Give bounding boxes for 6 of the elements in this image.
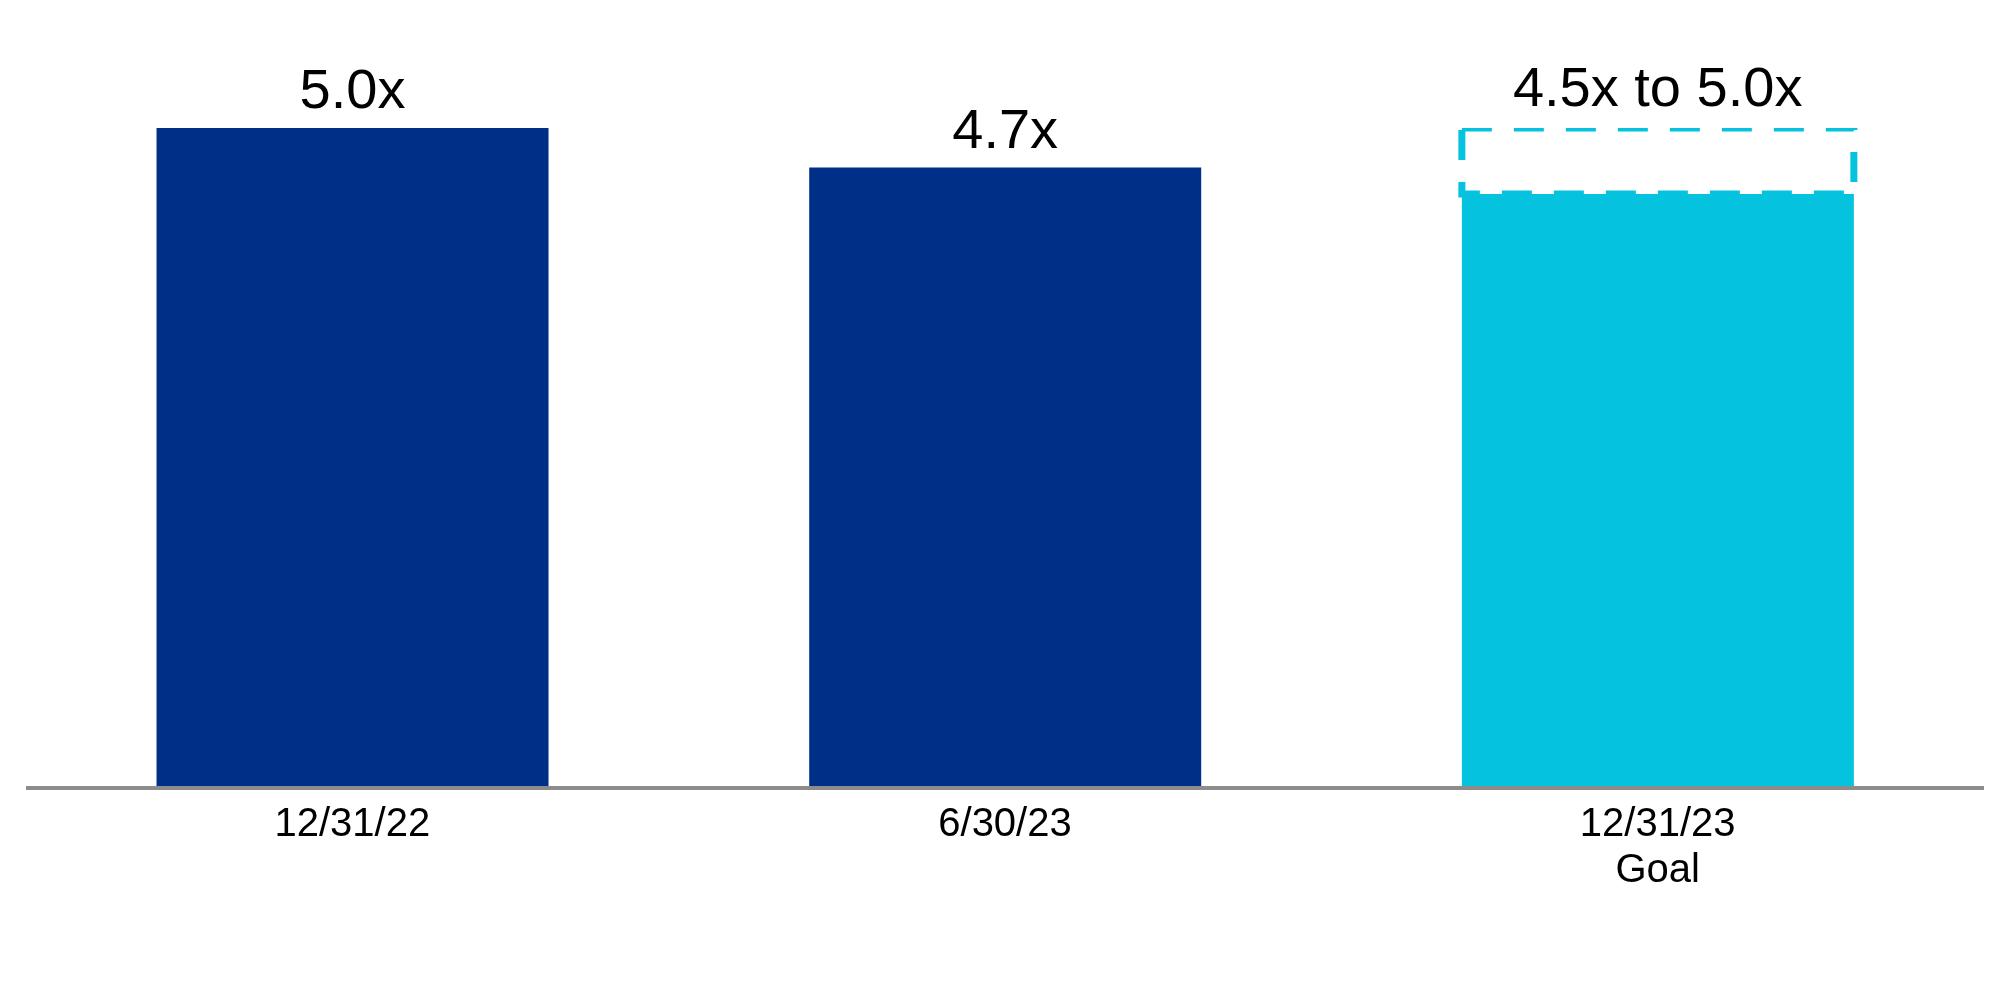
x-tick-label: 12/31/22 xyxy=(274,800,431,844)
x-tick-label: 6/30/23 xyxy=(938,800,1072,844)
x-tick-label: 12/31/23 Goal xyxy=(1579,800,1736,890)
annotation: 4.5x to 5.0x xyxy=(1512,55,1803,118)
data-label: 5.0x xyxy=(299,57,406,120)
data-label: 4.7x xyxy=(952,96,1059,160)
